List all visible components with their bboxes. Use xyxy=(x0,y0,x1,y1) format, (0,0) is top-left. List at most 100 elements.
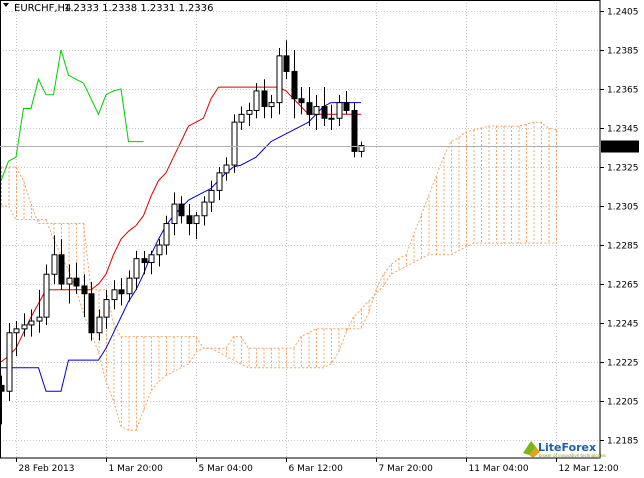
candle xyxy=(163,215,170,255)
candle-body xyxy=(58,254,65,285)
y-tick-label: 1.2325 xyxy=(607,164,639,174)
candle-body xyxy=(358,145,365,152)
y-tick-label: 1.2265 xyxy=(607,281,639,291)
candle xyxy=(0,375,5,425)
plot-frame xyxy=(0,0,601,459)
candle-body xyxy=(103,299,110,318)
candle-body xyxy=(223,164,230,174)
candle xyxy=(268,94,275,119)
candle xyxy=(253,83,260,119)
y-tick-label: 1.2385 xyxy=(607,47,639,57)
candle-body xyxy=(298,98,305,104)
logo-mark-icon xyxy=(523,441,536,455)
brand-logo: LiteForex broker of innovative technolog… xyxy=(523,441,606,458)
candle-body xyxy=(163,223,170,246)
candle-body xyxy=(148,254,155,264)
chart-header: EURCHF,H4 1.2333 1.2338 1.2331 1.2336 xyxy=(3,3,214,14)
candle xyxy=(148,250,155,275)
candle xyxy=(141,250,148,275)
y-tick-label: 1.2185 xyxy=(607,437,639,447)
candle-body xyxy=(43,273,50,318)
x-tick-label: 11 Mar 04:00 xyxy=(469,464,529,474)
candle xyxy=(261,79,268,119)
candle xyxy=(156,239,163,267)
candle xyxy=(43,264,50,325)
candle xyxy=(81,274,88,318)
y-tick-label: 1.2245 xyxy=(607,320,639,330)
y-tick-label: 1.2225 xyxy=(607,359,639,369)
candle xyxy=(321,87,328,127)
candle xyxy=(328,104,335,130)
candle-body xyxy=(13,328,20,334)
chikou-line xyxy=(0,49,144,181)
candle xyxy=(103,289,110,329)
candle-body xyxy=(118,289,125,295)
candle xyxy=(178,196,185,224)
candle xyxy=(21,313,28,337)
candle-body xyxy=(171,203,178,225)
candle-body xyxy=(133,258,140,279)
candle-body xyxy=(186,215,193,225)
candle xyxy=(238,106,245,130)
candle xyxy=(223,157,230,181)
candle-body xyxy=(306,102,313,115)
candle-body xyxy=(291,70,298,100)
candle-body xyxy=(253,90,260,111)
y-tick-label: 1.2365 xyxy=(607,86,639,96)
candle xyxy=(186,204,193,236)
candle xyxy=(88,282,95,341)
candle-body xyxy=(283,55,290,72)
candle xyxy=(343,90,350,115)
candle-body xyxy=(156,244,163,256)
candle-body xyxy=(36,316,43,322)
candle-body xyxy=(216,172,223,191)
candle xyxy=(291,50,298,119)
candle-body xyxy=(88,293,95,334)
candle-body xyxy=(328,117,335,120)
x-tick-label: 1 Mar 20:00 xyxy=(109,464,164,474)
x-tick-label: 6 Mar 12:00 xyxy=(289,464,344,474)
candle xyxy=(66,264,73,304)
candle-body xyxy=(351,109,358,152)
x-tick-label: 28 Feb 2013 xyxy=(19,464,75,474)
candle-body xyxy=(178,203,185,217)
candle-body xyxy=(313,106,320,115)
candle xyxy=(13,321,20,357)
candle-body xyxy=(73,277,80,287)
candle xyxy=(231,114,238,173)
candle xyxy=(133,250,140,290)
candle xyxy=(193,211,200,240)
candle xyxy=(111,280,118,310)
candle-body xyxy=(193,215,200,225)
candle-body xyxy=(141,258,148,264)
candle xyxy=(298,87,305,115)
price-tag xyxy=(601,140,639,153)
grid xyxy=(0,0,600,458)
price-tag-label: 1.2336 xyxy=(606,143,638,153)
candle-body xyxy=(96,316,103,334)
x-tick-label: 7 Mar 20:00 xyxy=(379,464,434,474)
candles xyxy=(0,40,365,425)
candle-body xyxy=(231,121,238,166)
candle xyxy=(28,309,35,337)
y-tick-label: 1.2405 xyxy=(607,8,639,18)
candle xyxy=(126,270,133,302)
candle-body xyxy=(276,55,283,104)
candle xyxy=(283,40,290,80)
candle xyxy=(118,278,125,306)
candle xyxy=(58,239,65,290)
candle xyxy=(96,309,103,341)
candle xyxy=(276,48,283,115)
y-tick-label: 1.2285 xyxy=(607,242,639,252)
candle-body xyxy=(6,332,13,392)
candle-body xyxy=(81,285,88,295)
brand-name: LiteForex xyxy=(538,441,596,454)
candle xyxy=(313,94,320,130)
candle-body xyxy=(0,384,5,392)
y-tick-label: 1.2305 xyxy=(607,203,639,213)
candle xyxy=(171,192,178,236)
candle-body xyxy=(261,90,268,108)
candle xyxy=(306,87,313,127)
